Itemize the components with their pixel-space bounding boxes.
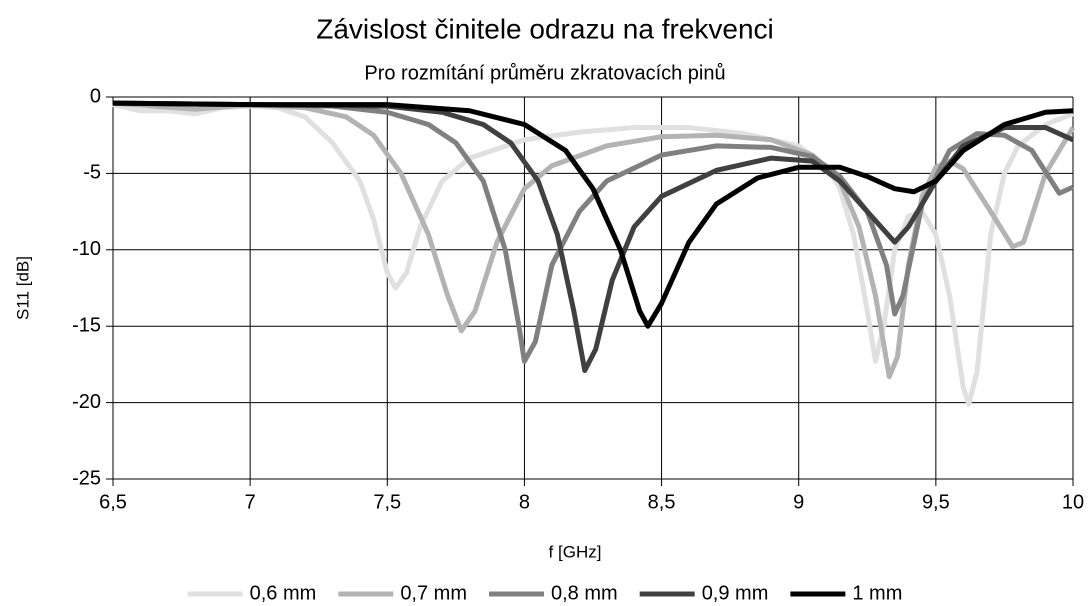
legend-label: 0,9 mm — [702, 582, 769, 604]
legend-label: 1 mm — [852, 582, 902, 604]
x-tick-label: 6,5 — [99, 491, 127, 513]
series-line — [112, 100, 1076, 380]
chart-title: Závislost činitele odrazu na frekvenci — [316, 13, 774, 44]
x-axis-label: f [GHz] — [549, 542, 602, 561]
x-tick-label: 7 — [245, 491, 256, 513]
x-tick-label: 10 — [1062, 491, 1084, 513]
x-tick-label: 7,5 — [373, 491, 401, 513]
legend-label: 0,6 mm — [250, 582, 317, 604]
x-tick-label: 8 — [519, 491, 530, 513]
y-tick-label: -15 — [72, 314, 101, 336]
x-tick-label: 8,5 — [648, 491, 676, 513]
x-tick-label: 9 — [793, 491, 804, 513]
x-tick-label: 9,5 — [922, 491, 950, 513]
y-tick-label: -25 — [72, 467, 101, 489]
y-axis-label: S11 [dB] — [13, 256, 32, 320]
series-line — [112, 100, 1075, 364]
legend-item: 0,7 mm — [338, 582, 467, 604]
y-tick-label: -5 — [83, 162, 101, 184]
legend-item: 0,8 mm — [489, 582, 618, 604]
legend-item: 0,6 mm — [187, 582, 317, 604]
legend-label: 0,8 mm — [551, 582, 618, 604]
y-tick-label: 0 — [90, 85, 101, 107]
chart-subtitle: Pro rozmítání průměru zkratovacích pinů — [364, 62, 725, 84]
series-line — [112, 100, 1075, 374]
legend-item: 0,9 mm — [639, 582, 769, 604]
legend-item: 1 mm — [790, 582, 902, 604]
series-line — [112, 102, 1074, 407]
y-tick-label: -10 — [72, 238, 101, 260]
legend-label: 0,7 mm — [400, 582, 467, 604]
y-tick-label: -20 — [72, 391, 101, 413]
series-line — [112, 100, 1074, 329]
